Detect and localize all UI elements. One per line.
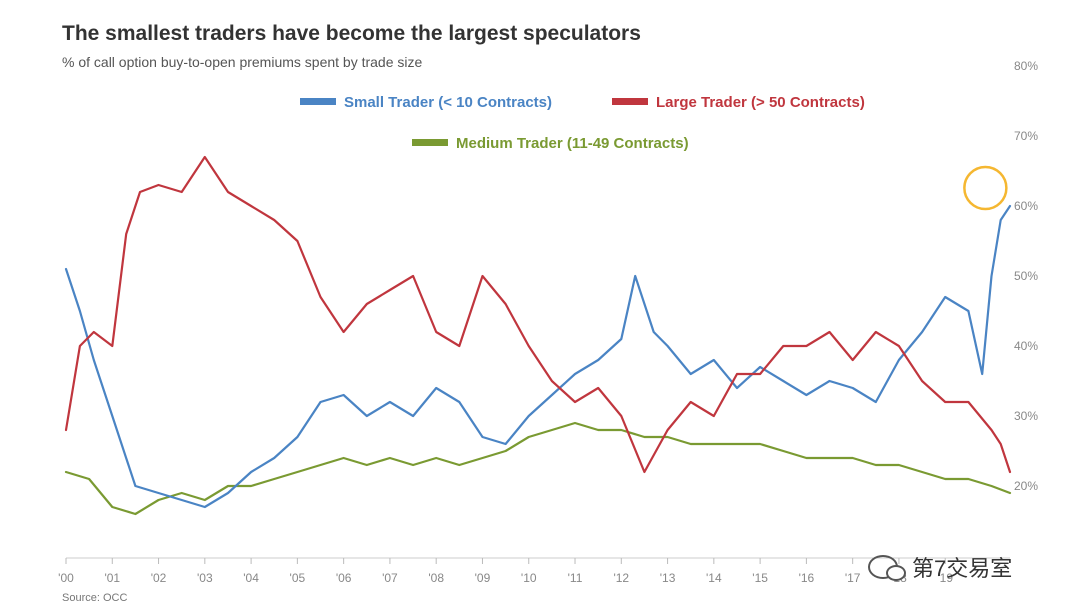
chart-title: The smallest traders have become the lar…: [62, 22, 641, 45]
watermark-text: 第7交易室: [912, 556, 1013, 581]
series-line-1: [64, 155, 1012, 474]
x-tick-label: '07: [382, 571, 398, 585]
x-tick-label: '13: [660, 571, 676, 585]
x-tick-label: '10: [521, 571, 537, 585]
y-tick-label: 70%: [1014, 129, 1038, 143]
watermark: 第7交易室: [868, 551, 1012, 583]
y-tick-label: 30%: [1014, 409, 1038, 423]
legend: Small Trader (< 10 Contracts) Large Trade…: [300, 94, 865, 152]
x-tick-label: '09: [475, 571, 491, 585]
x-axis: '00 '01 '02 '03 '04 '05 '06 '07 '08 '09 '10 '11 '12 '…: [58, 557, 1010, 585]
legend-swatch-0: [300, 98, 336, 105]
highlight: [963, 165, 1008, 211]
x-tick-label: '02: [151, 571, 167, 585]
chart-subtitle: % of call option buy-to-open premiums sp…: [62, 54, 423, 70]
legend-label-1: Large Trader (> 50 Contracts): [656, 94, 865, 111]
series-line-2: [64, 421, 1012, 516]
series-line-0: [64, 204, 1012, 509]
highlight-circle: [963, 165, 1008, 211]
y-tick-label: 60%: [1014, 199, 1038, 213]
x-tick-label: '12: [613, 571, 629, 585]
y-axis: 20% 30% 40% 50% 60% 70% 80%: [1014, 59, 1038, 493]
x-tick-label: '19: [937, 571, 953, 585]
x-tick-label: '17: [845, 571, 861, 585]
x-tick-label: '04: [243, 571, 259, 585]
legend-swatch-1: [612, 98, 648, 105]
x-tick-label: '05: [290, 571, 306, 585]
x-tick-label: '06: [336, 571, 352, 585]
x-tick-label: '03: [197, 571, 213, 585]
chart-source: Source: OCC: [62, 592, 128, 604]
legend-label-0: Small Trader (< 10 Contracts): [344, 94, 552, 111]
series-lines: [64, 155, 1012, 516]
y-tick-label: 40%: [1014, 339, 1038, 353]
x-tick-label: '14: [706, 571, 722, 585]
legend-label-2: Medium Trader (11-49 Contracts): [456, 135, 689, 152]
y-tick-label: 20%: [1014, 479, 1038, 493]
wechat-icon: [868, 555, 906, 581]
x-tick-label: '00: [58, 571, 74, 585]
x-tick-label: '08: [428, 571, 444, 585]
x-tick-label: '16: [799, 571, 815, 585]
x-tick-label: '01: [104, 571, 120, 585]
x-tick-label: '15: [752, 571, 768, 585]
y-tick-label: 80%: [1014, 59, 1038, 73]
y-tick-label: 50%: [1014, 269, 1038, 283]
legend-swatch-2: [412, 139, 448, 146]
x-tick-label: '11: [568, 571, 583, 585]
